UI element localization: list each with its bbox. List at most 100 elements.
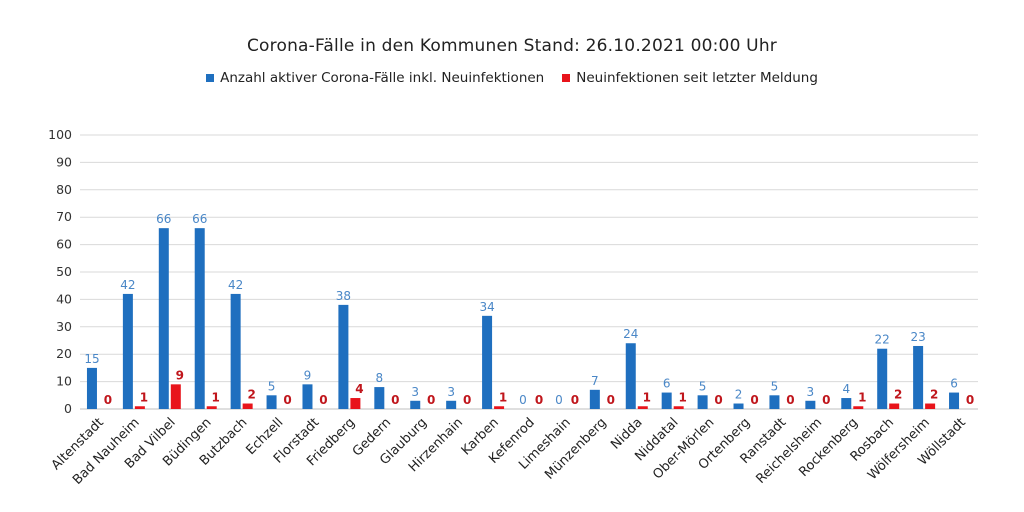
bar-active bbox=[446, 400, 457, 409]
data-label-active: 9 bbox=[304, 368, 312, 382]
data-label-new: 0 bbox=[966, 393, 974, 407]
bar-active bbox=[482, 315, 493, 409]
y-tick-label: 20 bbox=[56, 346, 72, 361]
bar-active bbox=[374, 387, 385, 409]
data-label-active: 0 bbox=[555, 393, 563, 407]
data-label-new: 0 bbox=[104, 393, 112, 407]
data-label-active: 5 bbox=[699, 379, 707, 393]
data-label-active: 5 bbox=[268, 379, 276, 393]
data-label-active: 22 bbox=[875, 333, 890, 347]
y-tick-label: 10 bbox=[56, 374, 72, 389]
bar-active bbox=[230, 293, 241, 409]
data-label-new: 0 bbox=[571, 393, 579, 407]
data-label-new: 0 bbox=[463, 393, 471, 407]
legend-label-active: Anzahl aktiver Corona-Fälle inkl. Neuinf… bbox=[220, 70, 545, 86]
data-label-new: 0 bbox=[319, 393, 327, 407]
data-label-active: 34 bbox=[479, 300, 494, 314]
data-label-active: 15 bbox=[84, 352, 99, 366]
bar-active bbox=[841, 398, 852, 409]
data-label-active: 3 bbox=[411, 385, 419, 399]
bar-active bbox=[877, 348, 888, 409]
bar-new bbox=[673, 406, 684, 409]
data-label-new: 4 bbox=[355, 382, 363, 396]
data-label-new: 2 bbox=[930, 388, 938, 402]
data-label-active: 5 bbox=[771, 379, 779, 393]
data-label-new: 1 bbox=[643, 390, 651, 404]
bar-active bbox=[86, 367, 97, 409]
chart-title: Corona-Fälle in den Kommunen Stand: 26.1… bbox=[246, 36, 777, 56]
data-label-new: 0 bbox=[786, 393, 794, 407]
data-label-active: 3 bbox=[807, 385, 815, 399]
bar-new bbox=[134, 406, 145, 409]
legend-label-new: Neuinfektionen seit letzter Meldung bbox=[576, 70, 818, 86]
data-label-active: 3 bbox=[447, 385, 455, 399]
data-label-new: 0 bbox=[822, 393, 830, 407]
bar-new bbox=[170, 384, 181, 409]
data-label-new: 0 bbox=[391, 393, 399, 407]
bar-new bbox=[889, 403, 900, 409]
y-tick-label: 0 bbox=[64, 401, 72, 416]
y-tick-label: 70 bbox=[56, 209, 72, 224]
data-label-new: 1 bbox=[858, 390, 866, 404]
bar-active bbox=[158, 228, 169, 409]
data-label-new: 2 bbox=[247, 388, 255, 402]
bar-active bbox=[338, 304, 349, 409]
y-tick-label: 90 bbox=[56, 154, 72, 169]
legend-swatch-active bbox=[206, 74, 215, 82]
data-label-active: 2 bbox=[735, 388, 743, 402]
y-tick-label: 100 bbox=[48, 127, 72, 142]
data-label-active: 23 bbox=[910, 330, 925, 344]
bar-new bbox=[925, 403, 936, 409]
data-label-new: 0 bbox=[714, 393, 722, 407]
bar-active bbox=[769, 395, 780, 409]
data-label-new: 1 bbox=[499, 390, 507, 404]
y-tick-label: 60 bbox=[56, 237, 72, 252]
data-label-active: 6 bbox=[950, 377, 958, 391]
bar-new bbox=[350, 398, 361, 409]
bar-active bbox=[805, 400, 816, 409]
data-label-active: 66 bbox=[192, 212, 207, 226]
y-tick-label: 50 bbox=[56, 264, 72, 279]
y-tick-label: 30 bbox=[56, 319, 72, 334]
data-label-active: 0 bbox=[519, 393, 527, 407]
legend-item-active: Anzahl aktiver Corona-Fälle inkl. Neuinf… bbox=[206, 70, 544, 86]
data-label-new: 1 bbox=[679, 390, 687, 404]
data-label-new: 0 bbox=[427, 393, 435, 407]
bar-active bbox=[194, 228, 205, 409]
data-label-active: 42 bbox=[228, 278, 243, 292]
legend-swatch-new bbox=[562, 74, 571, 82]
data-label-active: 8 bbox=[375, 371, 383, 385]
data-label-new: 0 bbox=[607, 393, 615, 407]
data-label-active: 6 bbox=[663, 377, 671, 391]
bar-new bbox=[637, 406, 648, 409]
legend-item-new: Neuinfektionen seit letzter Meldung bbox=[562, 70, 818, 86]
data-label-active: 42 bbox=[120, 278, 135, 292]
bar-new bbox=[494, 406, 505, 409]
data-label-active: 66 bbox=[156, 212, 171, 226]
bar-active bbox=[410, 400, 421, 409]
data-label-active: 7 bbox=[591, 374, 599, 388]
bar-active bbox=[589, 389, 600, 409]
bar-new bbox=[242, 403, 253, 409]
data-label-new: 0 bbox=[283, 393, 291, 407]
bar-active bbox=[949, 392, 960, 409]
bar-new bbox=[853, 406, 864, 409]
data-label-active: 38 bbox=[336, 289, 351, 303]
bar-active bbox=[661, 392, 672, 409]
data-label-new: 1 bbox=[140, 390, 148, 404]
data-label-new: 9 bbox=[176, 368, 184, 382]
data-label-new: 0 bbox=[750, 393, 758, 407]
bar-active bbox=[913, 345, 924, 409]
bar-active bbox=[302, 384, 313, 409]
data-label-active: 24 bbox=[623, 327, 638, 341]
y-tick-label: 80 bbox=[56, 182, 72, 197]
legend: Anzahl aktiver Corona-Fälle inkl. Neuinf… bbox=[0, 70, 1024, 86]
data-label-active: 4 bbox=[842, 382, 850, 396]
bar-active bbox=[266, 395, 277, 409]
data-label-new: 1 bbox=[212, 390, 220, 404]
bar-active bbox=[122, 293, 133, 409]
bar-active bbox=[697, 395, 708, 409]
bar-active bbox=[733, 403, 744, 409]
